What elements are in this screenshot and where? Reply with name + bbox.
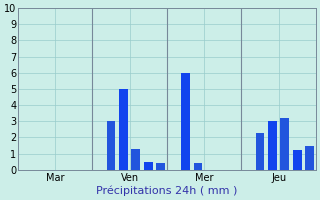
Bar bbox=[268, 121, 277, 170]
Bar bbox=[181, 73, 190, 170]
Bar bbox=[119, 89, 128, 170]
Bar bbox=[107, 121, 115, 170]
Bar bbox=[293, 150, 301, 170]
Bar bbox=[194, 163, 202, 170]
Bar bbox=[144, 162, 153, 170]
Bar bbox=[305, 146, 314, 170]
Bar bbox=[156, 163, 165, 170]
Bar bbox=[280, 118, 289, 170]
X-axis label: Précipitations 24h ( mm ): Précipitations 24h ( mm ) bbox=[96, 185, 237, 196]
Bar bbox=[256, 133, 264, 170]
Bar bbox=[132, 149, 140, 170]
